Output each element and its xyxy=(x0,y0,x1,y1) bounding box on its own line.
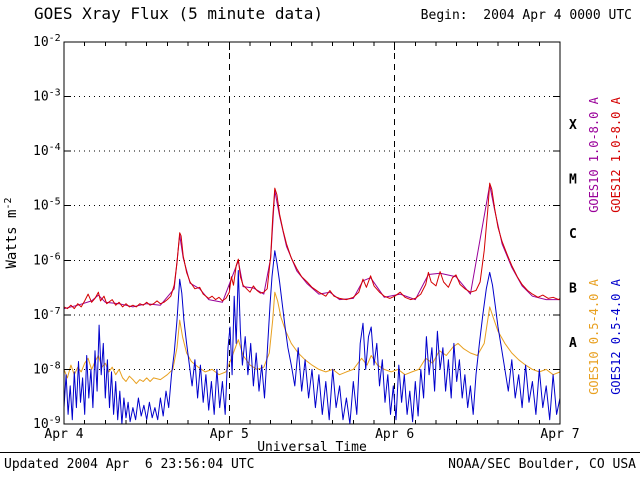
flare-class-label: C xyxy=(569,227,577,242)
x-tick-label: Apr 7 xyxy=(540,427,579,442)
legend-label-goes12-1-0-8-0-a: GOES12 1.0-8.0 A xyxy=(609,96,623,212)
series-goes10-0-5-4-0-a xyxy=(64,291,560,385)
x-tick-label: Apr 4 xyxy=(44,427,83,442)
y-tick-label: 10-8 xyxy=(33,360,61,377)
flare-class-label: A xyxy=(569,336,577,351)
x-tick-label: Apr 6 xyxy=(375,427,414,442)
series-goes12-0-5-4-0-a xyxy=(64,250,560,424)
flare-class-label: M xyxy=(569,172,577,187)
y-tick-label: 10-3 xyxy=(33,88,61,105)
series-goes12-1-0-8-0-a xyxy=(64,182,560,310)
flare-class-label: X xyxy=(569,118,577,133)
series-layer xyxy=(64,182,560,424)
source-credit: NOAA/SEC Boulder, CO USA xyxy=(448,457,636,472)
y-tick-label: 10-2 xyxy=(33,33,61,50)
flare-class-label: B xyxy=(569,282,577,297)
y-tick-label: 10-5 xyxy=(33,197,61,214)
y-axis-title: Watts m-2 xyxy=(3,197,20,268)
page-title: GOES Xray Flux (5 minute data) xyxy=(34,4,323,23)
x-axis-title: Universal Time xyxy=(257,440,367,455)
legend-label-goes12-0-5-4-0-a: GOES12 0.5-4.0 A xyxy=(609,278,623,394)
legend-label-goes10-0-5-4-0-a: GOES10 0.5-4.0 A xyxy=(587,278,601,394)
x-tick-label: Apr 5 xyxy=(210,427,249,442)
y-tick-label: 10-6 xyxy=(33,251,61,268)
legend-label-goes10-1-0-8-0-a: GOES10 1.0-8.0 A xyxy=(587,96,601,212)
begin-time-label: Begin: 2004 Apr 4 0000 UTC xyxy=(420,8,632,23)
footer-divider xyxy=(0,452,640,453)
updated-timestamp: Updated 2004 Apr 6 23:56:04 UTC xyxy=(4,457,255,472)
y-tick-label: 10-7 xyxy=(33,306,61,323)
series-goes10-1-0-8-0-a xyxy=(64,184,560,310)
y-tick-label: 10-4 xyxy=(33,142,61,159)
